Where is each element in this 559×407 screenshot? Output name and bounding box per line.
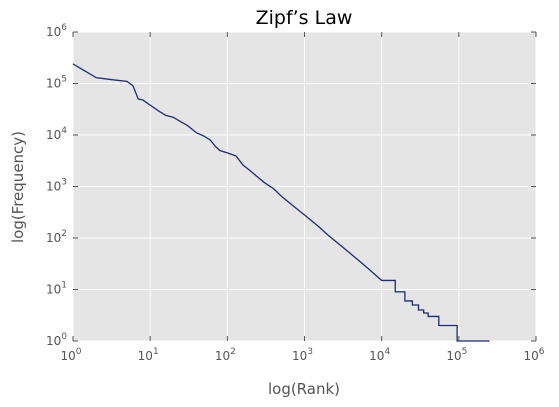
x-tick-label: 104 [369,347,390,363]
y-tick-base: 10 [46,25,61,39]
x-tick-base: 10 [369,349,384,363]
x-tick-exponent: 5 [462,347,468,357]
x-tick-base: 10 [138,349,153,363]
series-line-0 [72,63,490,342]
y-tick-base: 10 [46,231,61,245]
x-tick-base: 10 [60,349,75,363]
y-tick-base: 10 [46,77,61,91]
y-tick-label: 100 [46,332,67,348]
y-tick-exponent: 6 [61,23,67,33]
y-tick-base: 10 [46,283,61,297]
y-tick-base: 10 [46,128,61,142]
x-tick-label: 101 [138,347,159,363]
x-tick-label: 100 [60,347,81,363]
x-tick-label: 106 [523,347,544,363]
y-tick-base: 10 [46,334,61,348]
x-tick-base: 10 [215,349,230,363]
x-tick-label: 102 [215,347,236,363]
y-tick-label: 103 [46,178,67,194]
x-tick-exponent: 6 [539,347,545,357]
x-tick-base: 10 [292,349,307,363]
y-tick-label: 104 [46,126,67,142]
y-tick-label: 106 [46,23,67,39]
x-axis-label: log(Rank) [268,380,340,398]
y-tick-exponent: 1 [61,281,67,291]
series-layer [72,63,490,342]
x-tick-label: 105 [446,347,467,363]
x-tick-exponent: 0 [76,347,82,357]
y-tick-exponent: 3 [61,178,67,188]
y-tick-exponent: 2 [61,229,67,239]
chart-title: Zipf’s Law [256,7,353,29]
y-tick-label: 105 [46,75,67,91]
x-tick-base: 10 [523,349,538,363]
y-tick-label: 102 [46,229,67,245]
y-tick-base: 10 [46,180,61,194]
y-tick-label: 101 [46,281,67,297]
x-tick-label: 103 [292,347,313,363]
y-tick-exponent: 5 [61,75,67,85]
y-tick-exponent: 0 [61,332,67,342]
x-axis: 100 101 102 103 104 105 106 [60,32,545,363]
y-tick-exponent: 4 [61,126,67,136]
x-tick-exponent: 4 [384,347,390,357]
y-axis-label: log(Frequency) [9,131,27,243]
x-tick-base: 10 [446,349,461,363]
x-tick-exponent: 2 [230,347,236,357]
x-tick-exponent: 3 [307,347,313,357]
x-tick-exponent: 1 [153,347,159,357]
